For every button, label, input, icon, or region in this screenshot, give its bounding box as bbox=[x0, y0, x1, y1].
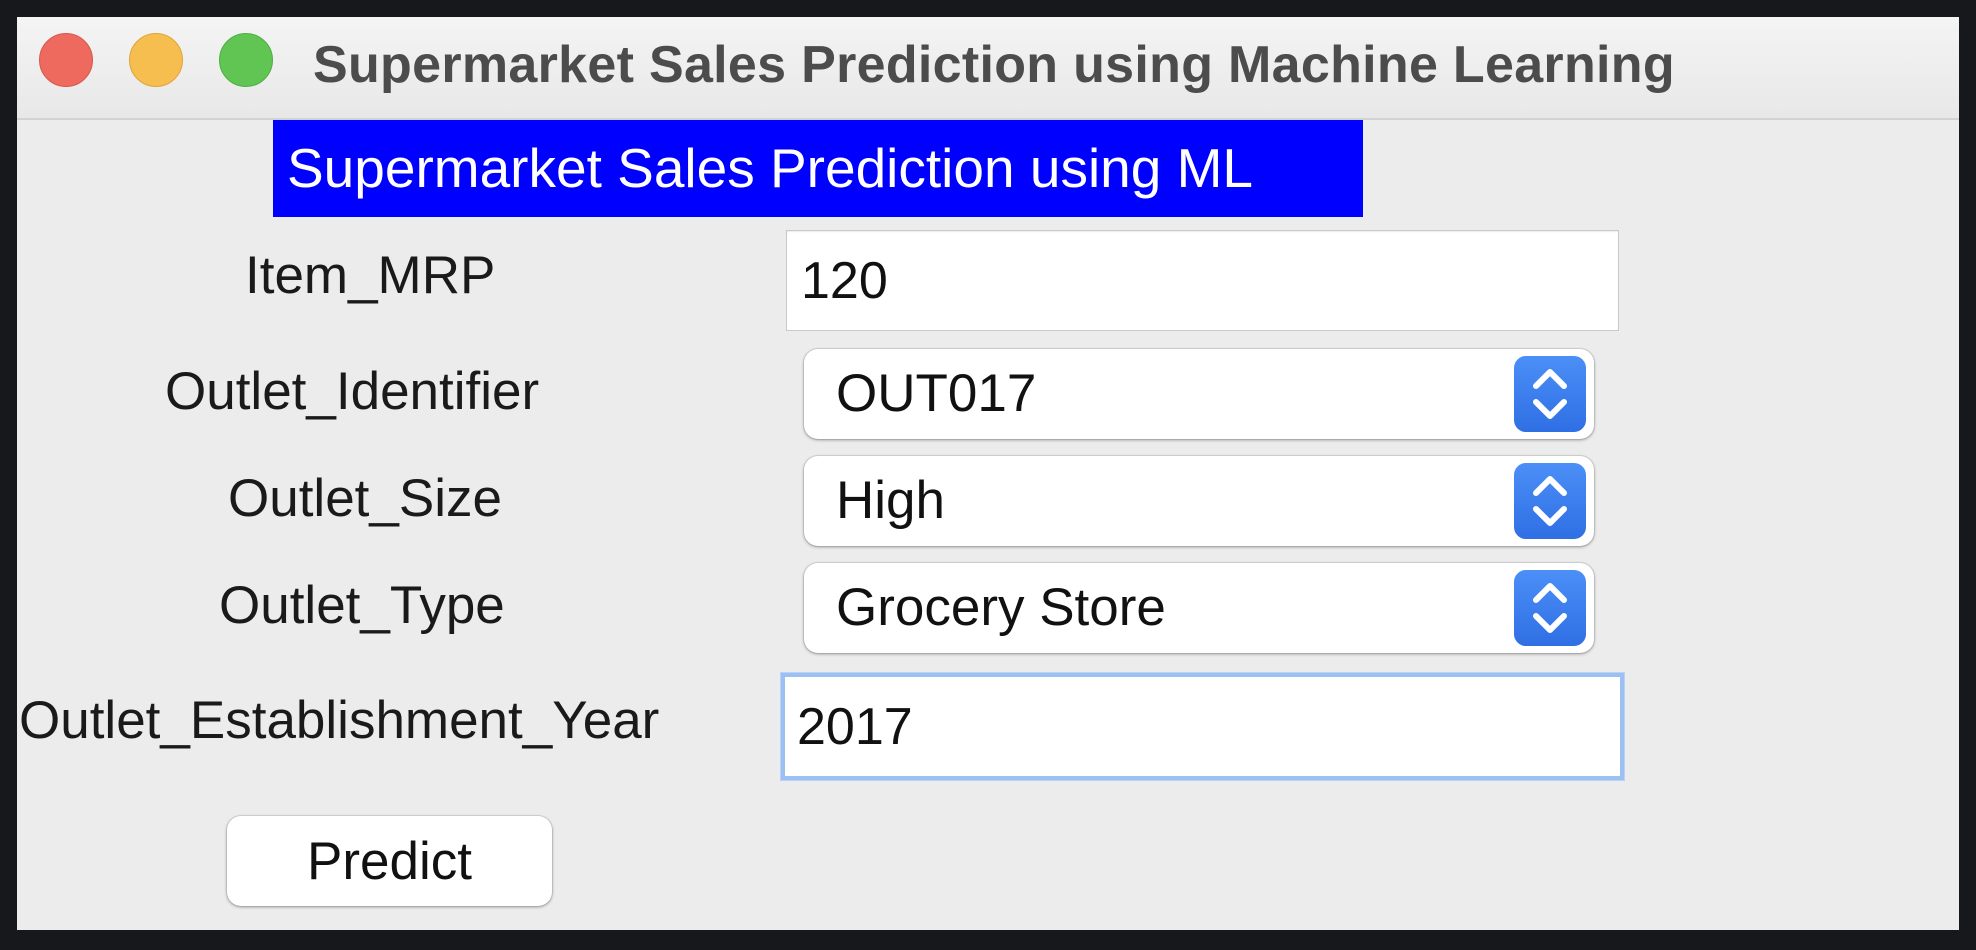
outlet-establishment-year-input[interactable] bbox=[781, 673, 1624, 780]
outlet-size-selected: High bbox=[836, 471, 946, 530]
header-banner: Supermarket Sales Prediction using ML bbox=[273, 120, 1363, 217]
app-window: Supermarket Sales Prediction using Machi… bbox=[17, 17, 1959, 930]
outlet-identifier-selected: OUT017 bbox=[836, 364, 1037, 423]
window-title: Supermarket Sales Prediction using Machi… bbox=[313, 36, 1675, 94]
predict-button[interactable]: Predict bbox=[227, 816, 552, 906]
item-mrp-label: Item_MRP bbox=[245, 246, 496, 305]
minimize-icon[interactable] bbox=[129, 33, 183, 87]
chevron-up-down-icon bbox=[1514, 570, 1586, 646]
close-icon[interactable] bbox=[39, 33, 93, 87]
outlet-type-select[interactable]: Grocery Store bbox=[804, 563, 1594, 653]
outlet-establishment-year-label: Outlet_Establishment_Year bbox=[19, 691, 660, 750]
outlet-size-label: Outlet_Size bbox=[228, 469, 502, 528]
outlet-size-select[interactable]: High bbox=[804, 456, 1594, 546]
outlet-type-selected: Grocery Store bbox=[836, 578, 1166, 637]
outlet-identifier-select[interactable]: OUT017 bbox=[804, 349, 1594, 439]
title-bar[interactable]: Supermarket Sales Prediction using Machi… bbox=[17, 17, 1959, 120]
outlet-identifier-label: Outlet_Identifier bbox=[165, 362, 540, 421]
chevron-up-down-icon bbox=[1514, 463, 1586, 539]
item-mrp-input[interactable] bbox=[786, 230, 1619, 331]
chevron-up-down-icon bbox=[1514, 356, 1586, 432]
outlet-type-label: Outlet_Type bbox=[219, 576, 505, 635]
zoom-icon[interactable] bbox=[219, 33, 273, 87]
